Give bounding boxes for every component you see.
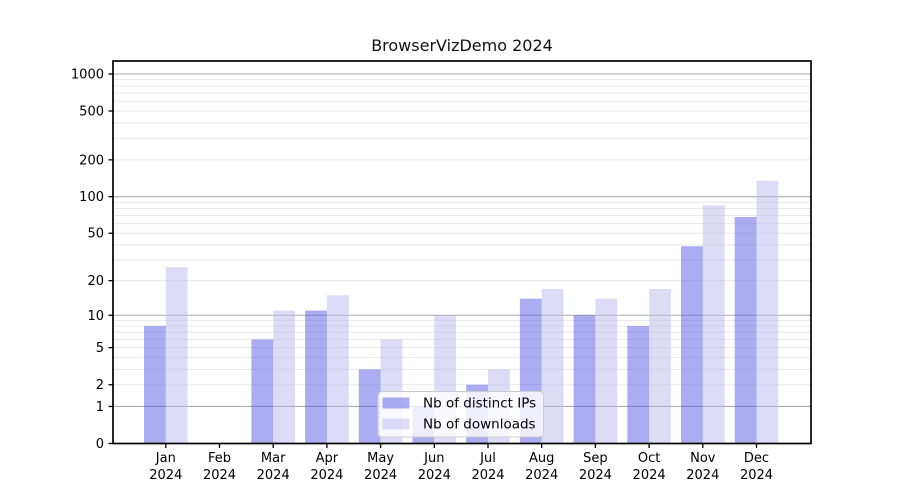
x-tick-label-month-apr: Apr bbox=[316, 451, 339, 466]
y-tick-label-50: 50 bbox=[87, 227, 104, 242]
bar-ips-may bbox=[358, 369, 381, 444]
x-tick-label-year-aug: 2024 bbox=[525, 468, 558, 483]
y-tick-label-10: 10 bbox=[87, 309, 104, 324]
y-tick-label-100: 100 bbox=[79, 190, 104, 205]
y-tick-label-2: 2 bbox=[96, 378, 104, 393]
legend: Nb of distinct IPs Nb of downloads bbox=[377, 391, 544, 438]
bar-ips-oct bbox=[627, 325, 650, 444]
bar-ips-apr bbox=[305, 310, 327, 444]
x-tick-label-year-sep: 2024 bbox=[579, 468, 612, 483]
x-tick-label-year-apr: 2024 bbox=[310, 468, 343, 483]
x-tick-label-year-jul: 2024 bbox=[471, 468, 504, 483]
bar-downloads-aug bbox=[541, 288, 564, 444]
x-tick-label-month-aug: Aug bbox=[529, 451, 554, 466]
bar-downloads-dec bbox=[756, 180, 779, 444]
legend-label-distinct-ips: Nb of distinct IPs bbox=[423, 396, 536, 412]
legend-box bbox=[377, 391, 544, 438]
x-tick-label-month-mar: Mar bbox=[261, 451, 286, 466]
legend-swatch-distinct-ips bbox=[382, 397, 410, 409]
x-tick-label-year-dec: 2024 bbox=[740, 468, 773, 483]
bar-ips-jan bbox=[144, 325, 166, 444]
x-tick-label-month-jul: Jul bbox=[479, 451, 496, 466]
bar-downloads-mar bbox=[273, 310, 295, 444]
y-tick-label-200: 200 bbox=[79, 153, 104, 168]
plot-border bbox=[112, 60, 812, 445]
bar-downloads-apr bbox=[326, 295, 349, 444]
bar-downloads-jan bbox=[165, 267, 188, 444]
x-tick-label-year-may: 2024 bbox=[364, 468, 397, 483]
x-tick-label-month-dec: Dec bbox=[744, 451, 769, 466]
legend-swatch-downloads bbox=[382, 418, 410, 430]
x-tick-label-month-jun: Jun bbox=[423, 451, 444, 466]
y-tick-label-1: 1 bbox=[96, 400, 104, 415]
legend-label-downloads: Nb of downloads bbox=[423, 417, 536, 433]
chart-title: BrowserVizDemo 2024 bbox=[371, 36, 553, 55]
x-tick-label-month-nov: Nov bbox=[690, 451, 716, 466]
x-tick-label-month-feb: Feb bbox=[208, 451, 231, 466]
x-tick-label-year-mar: 2024 bbox=[257, 468, 290, 483]
x-tick-label-month-may: May bbox=[367, 451, 394, 466]
bar-downloads-sep bbox=[595, 298, 618, 444]
y-tick-label-0: 0 bbox=[96, 437, 104, 452]
x-tick-label-year-jan: 2024 bbox=[149, 468, 182, 483]
bar-downloads-nov bbox=[702, 205, 725, 444]
y-tick-label-1000: 1000 bbox=[71, 68, 104, 83]
y-tick-label-20: 20 bbox=[87, 274, 104, 289]
x-tick-label-month-jan: Jan bbox=[155, 451, 176, 466]
bar-downloads-oct bbox=[649, 288, 671, 444]
bar-ips-dec bbox=[734, 217, 757, 444]
x-tick-label-year-jun: 2024 bbox=[418, 468, 451, 483]
x-tick-label-year-nov: 2024 bbox=[686, 468, 719, 483]
x-tick-label-month-sep: Sep bbox=[583, 451, 608, 466]
bar-ips-mar bbox=[251, 339, 274, 444]
y-tick-label-500: 500 bbox=[79, 105, 104, 120]
x-tick-label-year-oct: 2024 bbox=[633, 468, 666, 483]
x-tick-label-year-feb: 2024 bbox=[203, 468, 236, 483]
bar-ips-nov bbox=[681, 246, 703, 444]
axis-layer: 0 1 2 5 10 20 50 100 200 500 1000 Jan 2024 Feb 2024 Mar… bbox=[71, 68, 773, 484]
x-tick-label-month-oct: Oct bbox=[638, 451, 660, 466]
bar-ips-sep bbox=[573, 315, 596, 444]
y-tick-label-5: 5 bbox=[96, 341, 104, 356]
